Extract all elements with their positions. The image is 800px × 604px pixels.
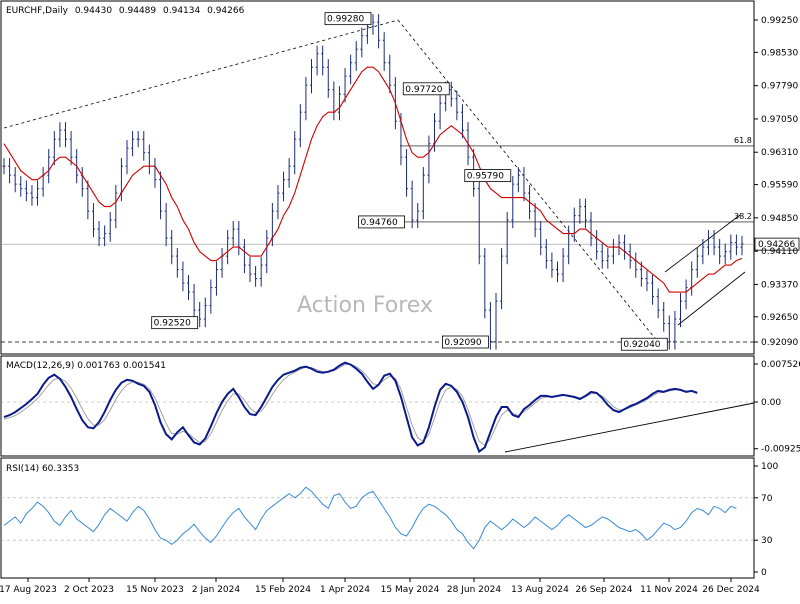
fib-level-label: 61.8 bbox=[734, 136, 752, 145]
price-tick-label: 0.92090 bbox=[761, 338, 798, 348]
price-tick-label: 0.97790 bbox=[761, 82, 798, 92]
price-tick-label: 0.99250 bbox=[761, 16, 798, 26]
swing-label-box bbox=[464, 169, 512, 183]
macd-tick-label: 0.00 bbox=[761, 398, 781, 408]
swing-label: 0.94760 bbox=[361, 218, 398, 228]
x-tick-label: 26 Dec 2024 bbox=[702, 585, 760, 595]
axis-layer: 0.99250 0.98530 0.97790 0.97050 0.96310 0.955… bbox=[0, 16, 800, 595]
swing-label: 0.99280 bbox=[327, 15, 364, 25]
swing-label: 0.92040 bbox=[623, 340, 660, 350]
swing-label-box bbox=[442, 335, 489, 349]
swing-label-box bbox=[324, 12, 372, 26]
x-tick-label: 15 Nov 2023 bbox=[126, 585, 184, 595]
price-tick-label: 0.95590 bbox=[761, 181, 798, 191]
macd-line bbox=[3, 361, 698, 454]
fib-level-label: 38.2 bbox=[734, 212, 752, 221]
x-tick-label: 2 Jan 2024 bbox=[192, 585, 240, 595]
dashed-trend-line bbox=[397, 19, 659, 343]
close-value: 0.94266 bbox=[207, 6, 244, 16]
price-tick-label: 0.97050 bbox=[761, 115, 798, 125]
x-tick-label: 13 Aug 2024 bbox=[511, 585, 569, 595]
rsi-line bbox=[3, 486, 737, 550]
dashed-trend-line bbox=[3, 19, 399, 129]
x-tick-label: 17 Aug 2023 bbox=[0, 585, 57, 595]
channel-lower-line bbox=[677, 271, 746, 326]
rsi-tick-label: 30 bbox=[761, 536, 773, 546]
rsi-layer bbox=[1, 486, 754, 550]
rsi-tick-label: 0 bbox=[761, 568, 767, 578]
macd-trend-line bbox=[504, 402, 755, 453]
low-value: 0.94134 bbox=[163, 6, 200, 16]
watermark: Action Forex bbox=[297, 293, 433, 318]
high-value: 0.94489 bbox=[119, 6, 156, 16]
current-price-label: 0.94266 bbox=[758, 240, 795, 250]
swing-label: 0.97720 bbox=[405, 85, 442, 95]
price-tick-label: 0.94850 bbox=[761, 214, 798, 224]
macd-title: MACD(12,26,9) 0.001763 0.001541 bbox=[6, 361, 166, 371]
macd-panel-frame bbox=[0, 355, 755, 457]
x-tick-label: 28 Jun 2024 bbox=[447, 585, 501, 595]
swing-label-box bbox=[402, 82, 450, 96]
symbol-label: EURCHF,Daily bbox=[6, 6, 69, 16]
price-header: EURCHF,Daily 0.94430 0.94489 0.94134 0.9… bbox=[6, 6, 245, 16]
swing-label-box bbox=[151, 316, 199, 330]
price-tick-label: 0.92650 bbox=[761, 313, 798, 323]
swing-label: 0.92520 bbox=[154, 319, 191, 329]
swing-label: 0.92090 bbox=[444, 338, 481, 348]
x-tick-label: 15 Feb 2024 bbox=[255, 585, 311, 595]
price-tick-label: 0.93370 bbox=[761, 280, 798, 290]
x-tick-label: 2 Oct 2023 bbox=[64, 585, 114, 595]
price-tick-label: 0.96310 bbox=[761, 148, 798, 158]
x-tick-label: 15 May 2024 bbox=[381, 585, 440, 595]
macd-tick-label: 0.007526 bbox=[761, 360, 800, 370]
macd-layer bbox=[1, 361, 755, 454]
current-price-box bbox=[754, 237, 800, 251]
x-tick-label: 1 Apr 2024 bbox=[320, 585, 370, 595]
rsi-tick-label: 100 bbox=[761, 462, 778, 472]
rsi-title: RSI(14) 60.3353 bbox=[6, 464, 79, 474]
swing-label-box bbox=[620, 337, 668, 351]
price-tick-label: 0.94110 bbox=[761, 247, 798, 257]
moving-average-line bbox=[3, 66, 743, 293]
rsi-panel-frame bbox=[0, 457, 755, 579]
x-tick-label: 26 Sep 2024 bbox=[575, 585, 632, 595]
open-value: 0.94430 bbox=[75, 6, 112, 16]
swing-label-box bbox=[358, 215, 405, 229]
price-panel-frame bbox=[0, 0, 755, 355]
rsi-tick-label: 70 bbox=[761, 494, 773, 504]
price-layer: 61.8 38.2 0.94266 0.99280 0.97720 0.95790 0.94… bbox=[1, 12, 800, 351]
price-tick-label: 0.98530 bbox=[761, 48, 798, 58]
swing-label: 0.95790 bbox=[467, 172, 504, 182]
macd-tick-label: -0.009252 bbox=[761, 445, 800, 455]
x-tick-label: 11 Nov 2024 bbox=[640, 585, 698, 595]
